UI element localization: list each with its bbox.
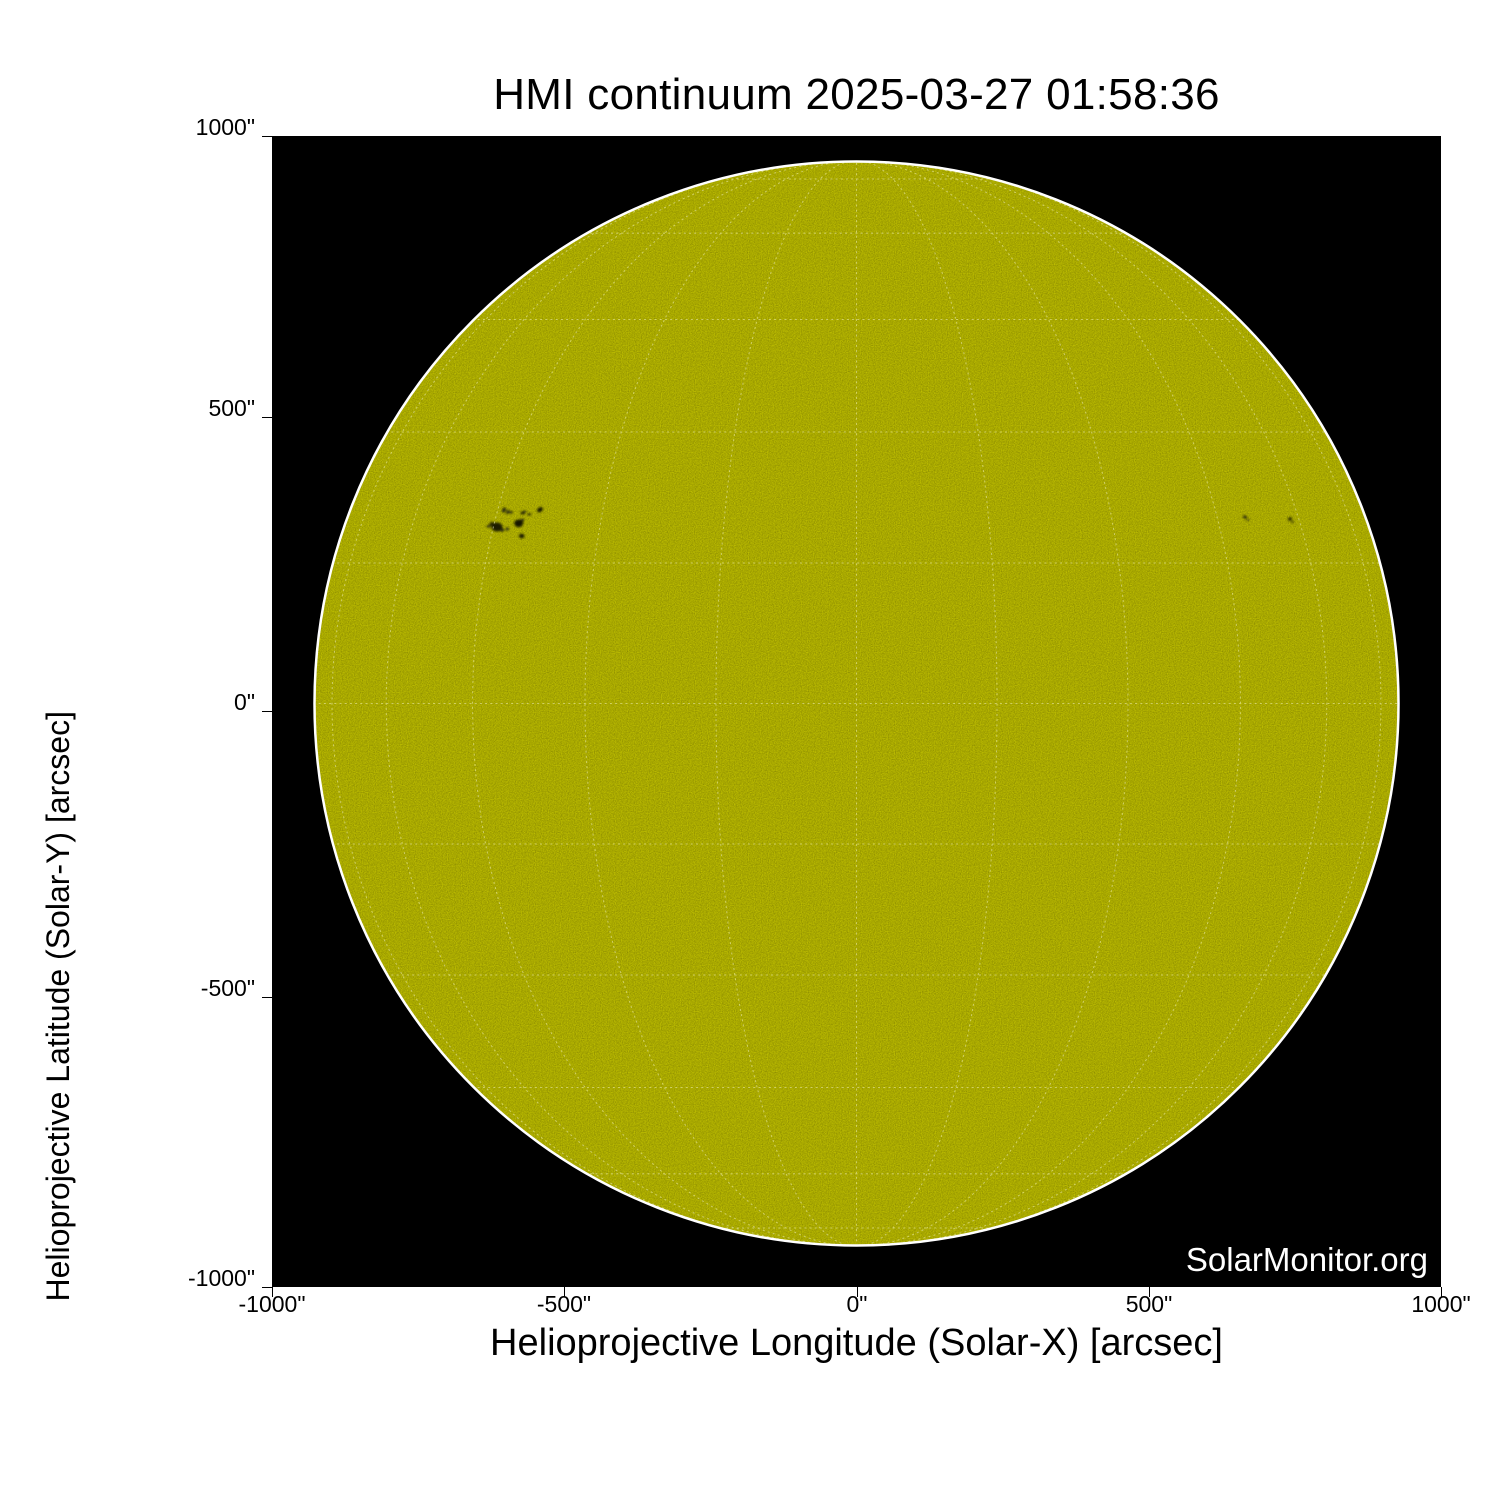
svg-text:SolarMonitor.org: SolarMonitor.org <box>1186 1241 1428 1278</box>
